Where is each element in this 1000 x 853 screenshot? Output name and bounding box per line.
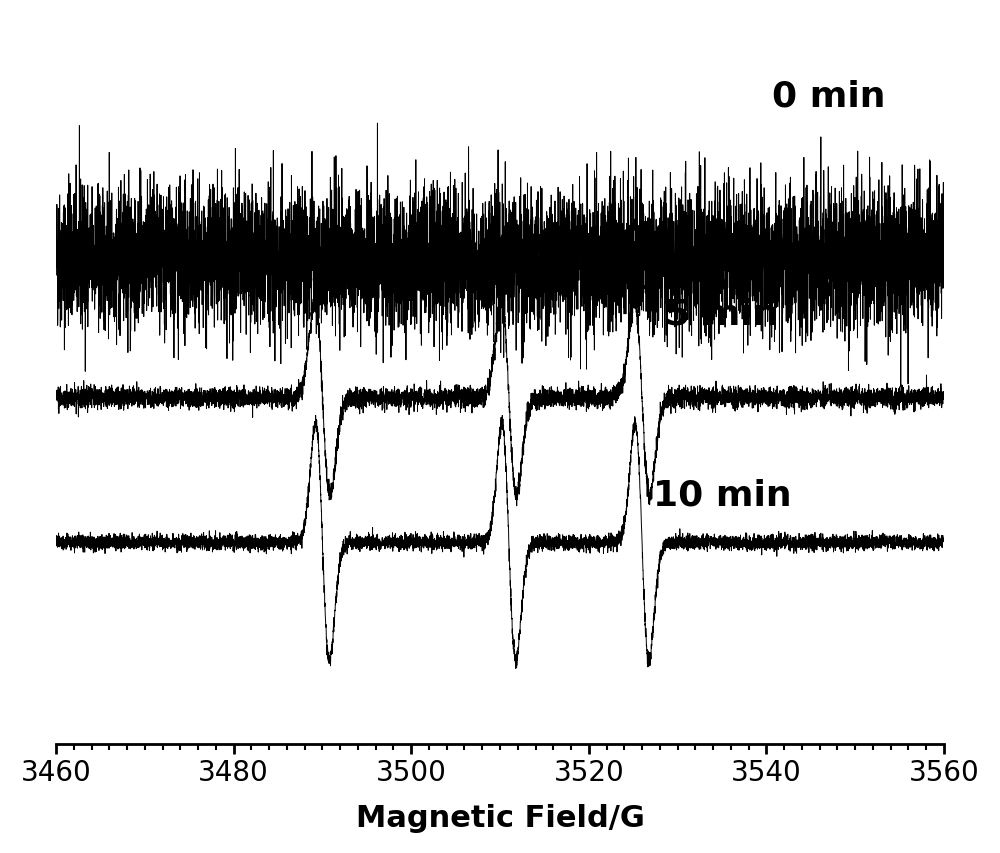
X-axis label: Magnetic Field/G: Magnetic Field/G bbox=[356, 804, 644, 833]
Text: 10 min: 10 min bbox=[653, 478, 791, 512]
Text: 5 min: 5 min bbox=[665, 297, 779, 331]
Text: 0 min: 0 min bbox=[772, 80, 885, 113]
